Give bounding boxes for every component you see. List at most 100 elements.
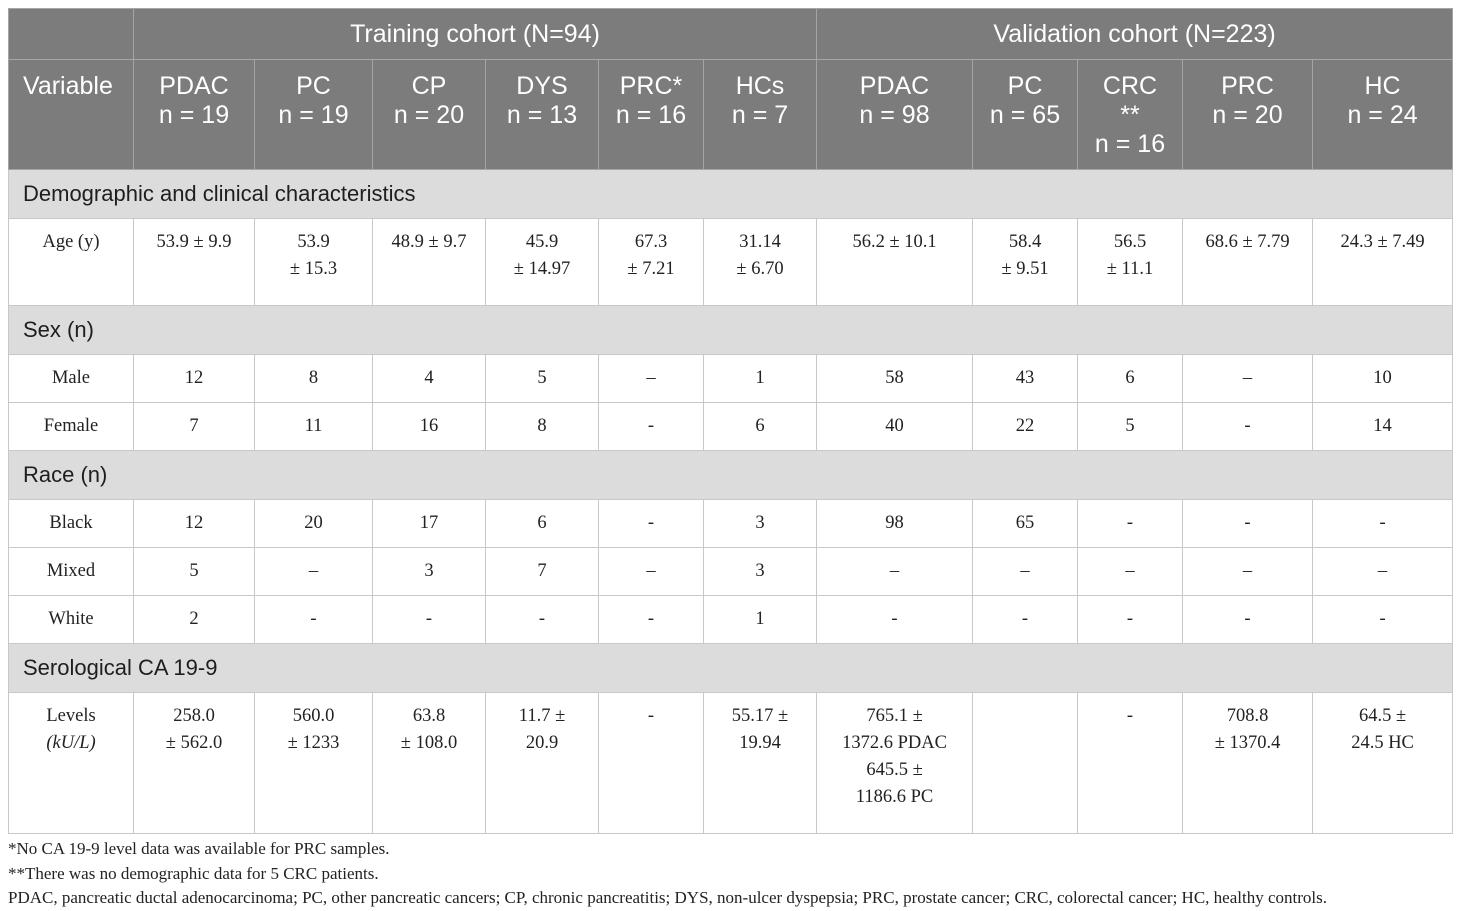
section-header-row: Race (n) [7, 450, 1454, 500]
table-cell: 6 [702, 402, 818, 451]
group-name: CP [411, 72, 447, 100]
section-title: Race (n) [7, 450, 1454, 500]
cell-line: – [889, 561, 900, 581]
table-cell: 4 [372, 354, 486, 403]
row-label: Age (y) [8, 218, 134, 306]
row-label: Levels (kU/L) [8, 692, 134, 834]
cell-line: 56.2 ± 10.1 [852, 232, 937, 252]
table-row: Age (y) 53.9 ± 9.9 53.9 ± 15.3 48.9 ± 9.7 45.… [8, 218, 1454, 306]
row-label: Female [8, 402, 134, 451]
cell-line: 14 [1373, 416, 1392, 436]
table-cell: - [598, 499, 704, 548]
table-cell: - [372, 595, 486, 644]
row-label: Black [8, 499, 134, 548]
cell-line: - [310, 609, 317, 629]
footnote: **There was no demographic data for 5 CR… [8, 863, 379, 883]
cell-line: - [1126, 513, 1134, 533]
cell-line: - [1244, 513, 1251, 533]
row-label-text: Mixed [46, 561, 96, 581]
table-cell: 58.4 ± 9.51 [972, 218, 1079, 306]
footnote: PDAC, pancreatic ductal adenocarcinoma; … [8, 888, 1327, 907]
cell-line: 6 [755, 416, 765, 436]
group-name: HCs [735, 72, 785, 100]
cell-line: 56.5 [1113, 232, 1147, 252]
cell-line: - [1021, 609, 1029, 629]
table-cell: 2 [133, 595, 255, 644]
table-cell: 560.0 ± 1233 [254, 692, 373, 834]
group-column-header: PDAC n = 19 [133, 59, 255, 170]
table-cell: - [1182, 499, 1314, 548]
cell-line: 560.0 [292, 706, 335, 726]
table-cell: – [816, 547, 974, 596]
section-title: Sex (n) [7, 305, 1454, 355]
cell-line: 5 [537, 368, 547, 388]
table-cell: 56.5 ± 11.1 [1077, 218, 1184, 306]
group-column-header: CP n = 20 [372, 59, 486, 170]
variable-header: Variable [8, 59, 134, 170]
cell-line: 1186.6 PC [855, 787, 934, 807]
table-row: Levels (kU/L) 258.0 ± 562.0 560.0 ± 1233 63.8 ±… [8, 692, 1454, 834]
cell-line: 53.9 ± 9.9 [156, 232, 232, 252]
cell-line: - [647, 416, 655, 436]
cell-line: 63.8 [412, 706, 446, 726]
cell-line: - [1379, 609, 1386, 629]
group-size: n = 16 [615, 101, 687, 129]
group-name: DYS [516, 72, 568, 100]
table-cell: - [1077, 692, 1184, 834]
group-column-header: HCs n = 7 [702, 59, 818, 170]
group-name: PDAC [859, 72, 930, 100]
table-cell: 22 [972, 402, 1079, 451]
cell-line: - [1244, 609, 1251, 629]
table-cell: 67.3 ± 7.21 [598, 218, 704, 306]
table-cell: – [1182, 354, 1314, 403]
cell-line: 1 [755, 368, 765, 388]
cell-line: - [1379, 513, 1386, 533]
cell-line: 7 [537, 561, 547, 581]
group-size: n = 98 [859, 101, 930, 129]
table-cell: – [1077, 547, 1184, 596]
group-size: n = 20 [393, 101, 465, 129]
row-label: White [8, 595, 134, 644]
cell-line: 12 [184, 513, 204, 533]
section-title: Serological CA 19-9 [7, 643, 1454, 693]
cell-line: 6 [537, 513, 547, 533]
table-cell: 40 [816, 402, 974, 451]
cell-line: 8 [308, 368, 319, 388]
cell-line: - [425, 609, 433, 629]
row-label-text: Levels [46, 706, 96, 726]
cell-line: 8 [537, 416, 547, 436]
cell-line: – [1125, 561, 1135, 581]
row-label-unit: (kU/L) [46, 733, 96, 753]
group-size: n = 20 [1212, 101, 1283, 129]
group-size: n = 7 [731, 101, 789, 129]
cell-line: – [646, 561, 656, 581]
table-cell: 48.9 ± 9.7 [372, 218, 486, 306]
table-cell: 24.3 ± 7.49 [1312, 218, 1454, 306]
table-cell: - [972, 595, 1079, 644]
cell-line: 3 [755, 513, 765, 533]
cell-line: ± 108.0 [400, 733, 458, 753]
cell-line: 98 [885, 513, 904, 533]
cell-line: 20 [304, 513, 323, 533]
cell-line: 16 [419, 416, 439, 436]
cell-line: 10 [1373, 368, 1392, 388]
cell-line: 31.14 [739, 232, 781, 252]
table-cell: 5 [485, 354, 599, 403]
table-cell: 1 [702, 354, 818, 403]
cell-line: 258.0 [173, 706, 215, 726]
cell-line: 24.3 ± 7.49 [1340, 232, 1425, 252]
table-cell: – [598, 354, 704, 403]
table-cell: 765.1 ± 1372.6 PDAC 645.5 ± 1186.6 PC [816, 692, 974, 834]
cell-line: 68.6 ± 7.79 [1205, 232, 1290, 252]
cell-line: ± 6.70 [736, 259, 784, 279]
cell-line: - [1126, 706, 1134, 726]
table-cell: 3 [372, 547, 486, 596]
table-cell: - [598, 402, 704, 451]
cohort-table: Training cohort (N=94) Validation cohort … [7, 8, 1454, 834]
cell-line: 7 [189, 416, 199, 436]
table-cell: 20 [254, 499, 373, 548]
cell-line: - [647, 513, 655, 533]
section-header-row: Sex (n) [7, 305, 1454, 355]
cell-line: 645.5 ± [866, 760, 923, 780]
cell-line: – [308, 561, 319, 581]
